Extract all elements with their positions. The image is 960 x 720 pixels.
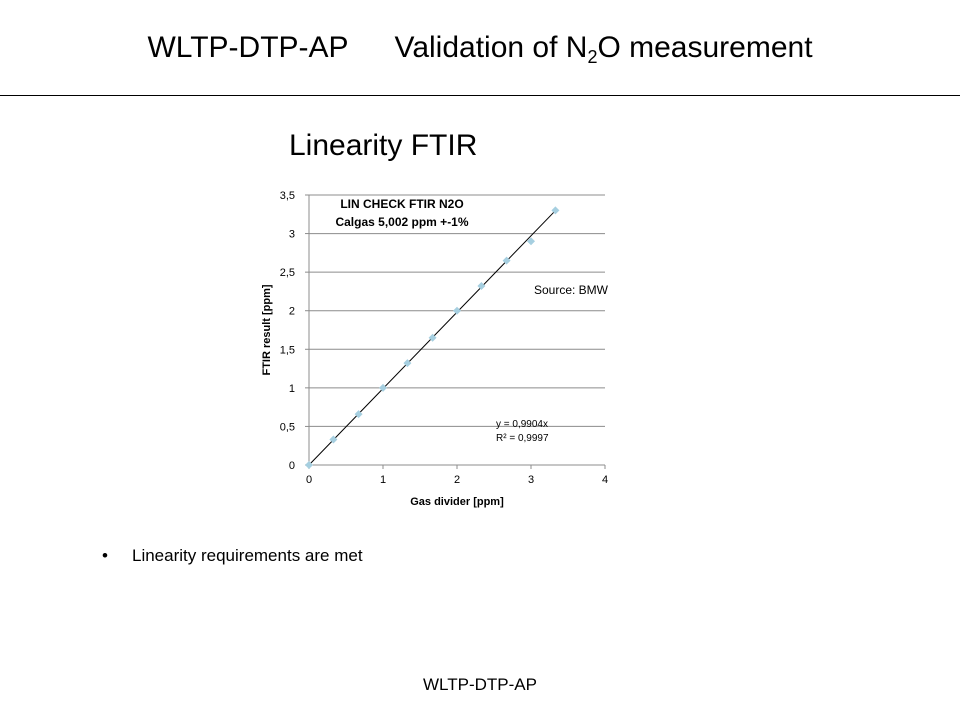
slide-subtitle: Linearity FTIR <box>289 129 478 162</box>
data-point-10 <box>551 206 560 215</box>
data-point-7 <box>477 282 486 291</box>
bullet-dot: • <box>102 546 108 565</box>
y-tick-label-6: 3 <box>289 229 295 241</box>
grid-lines <box>309 194 605 427</box>
slide-title: WLTP-DTP-AP Validation of N2O measurement <box>0 28 960 68</box>
data-point-9 <box>527 237 535 246</box>
data-point-0 <box>305 461 313 469</box>
title-divider <box>0 95 960 96</box>
y-axis-title: FTIR result [ppm] <box>261 284 273 375</box>
linearity-chart: 0 1 2 3 4 0 0,5 1 1,5 2 2,5 3 3,5 LIN CHECK FTIR N2O… <box>261 190 609 508</box>
y-tick-label-4: 2 <box>289 306 295 318</box>
x-tick-label-3: 3 <box>528 474 534 486</box>
data-point-8 <box>502 256 511 265</box>
y-tick-label-7: 3,5 <box>280 190 295 202</box>
title-right: Validation of N2O measurement <box>394 31 813 67</box>
y-tick-label-0: 0 <box>289 460 295 472</box>
footer-text: WLTP-DTP-AP <box>423 675 537 694</box>
bullet-item: • Linearity requirements are met <box>102 544 363 568</box>
axes <box>305 194 606 469</box>
x-tick-label-0: 0 <box>306 474 312 486</box>
y-tick-label-5: 2,5 <box>280 267 295 279</box>
x-tick-label-1: 1 <box>380 474 386 486</box>
data-point-4 <box>403 359 412 368</box>
y-tick-label-3: 1,5 <box>280 344 295 356</box>
chart-texts: LIN CHECK FTIR N2O Calgas 5,002 ppm +-1% S… <box>261 197 609 508</box>
chart-title-line-1: Calgas 5,002 ppm +-1% <box>335 215 468 229</box>
trendline-equation: y = 0,9904x <box>496 419 548 430</box>
data-point-2 <box>354 410 363 419</box>
data-point-6 <box>453 306 461 315</box>
title-left: WLTP-DTP-AP <box>147 31 349 64</box>
data-points <box>305 206 560 469</box>
data-point-1 <box>329 435 338 444</box>
y-tick-label-2: 1 <box>289 383 295 395</box>
chart-title-line-0: LIN CHECK FTIR N2O <box>340 197 463 211</box>
y-tick-label-1: 0,5 <box>280 421 295 433</box>
data-point-5 <box>428 333 437 342</box>
bullet-text: Linearity requirements are met <box>132 546 363 565</box>
x-tick-label-4: 4 <box>602 474 608 486</box>
trendline-r-squared: R² = 0,9997 <box>496 433 549 444</box>
source-annotation: Source: BMW <box>534 283 609 297</box>
x-axis-title: Gas divider [ppm] <box>410 496 504 508</box>
tick-labels: 0 1 2 3 4 0 0,5 1 1,5 2 2,5 3 3,5 <box>280 190 608 486</box>
data-point-3 <box>379 383 387 392</box>
x-tick-label-2: 2 <box>454 474 460 486</box>
